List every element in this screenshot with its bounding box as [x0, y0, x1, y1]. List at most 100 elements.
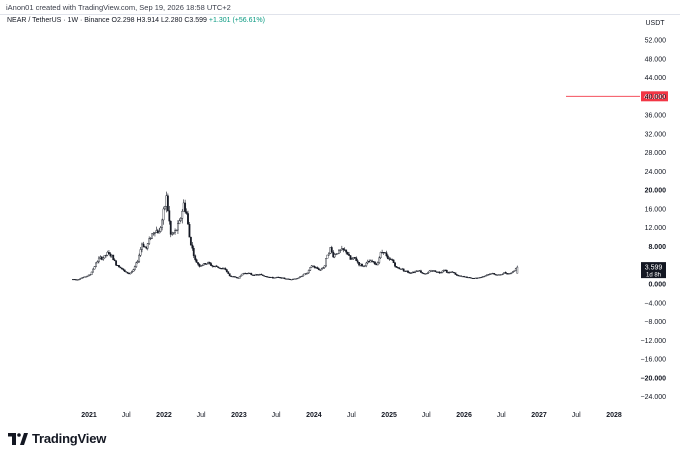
candle-body — [217, 266, 220, 268]
candle-body — [79, 278, 82, 280]
candle-body — [418, 270, 421, 272]
candle-body — [155, 230, 158, 233]
candle-body — [514, 268, 517, 271]
candle-body — [113, 259, 116, 261]
candle-body — [455, 274, 458, 276]
legend-open: O2.298 — [111, 17, 135, 24]
candle-body — [120, 267, 123, 270]
candle-body — [507, 273, 510, 275]
candle-body — [289, 278, 291, 280]
candle-body — [345, 249, 348, 253]
candle-body — [412, 272, 415, 274]
candle-body — [506, 273, 509, 275]
candle-body — [129, 272, 132, 275]
candle-body — [389, 258, 392, 260]
candle-body — [384, 252, 386, 254]
candle-body — [115, 260, 118, 266]
candle-body — [200, 265, 202, 267]
candle-body — [474, 277, 477, 279]
candle-body — [303, 273, 306, 276]
candle-body — [484, 275, 487, 277]
candle-body — [399, 268, 402, 270]
candle-body — [365, 262, 368, 266]
candle-body — [355, 257, 358, 261]
price-axis-label: 12.000 — [645, 225, 667, 232]
top-border — [0, 14, 680, 15]
candle-body — [103, 255, 106, 259]
candle-body — [407, 270, 409, 273]
candle-body — [434, 270, 437, 272]
candle-body — [432, 270, 435, 272]
candle-body — [481, 276, 484, 278]
candle-body — [448, 272, 451, 274]
candle-body — [181, 210, 184, 219]
candle-body — [165, 195, 168, 207]
candle-body — [82, 277, 84, 279]
candle-body — [392, 259, 395, 264]
candle-body — [450, 271, 453, 273]
candle-body — [473, 277, 476, 279]
candle-body — [316, 267, 319, 269]
candle-body — [241, 273, 244, 276]
candle-body — [497, 274, 500, 276]
candle-body — [353, 257, 356, 259]
candle-body — [80, 277, 83, 279]
candle-body — [108, 252, 110, 255]
candle-body — [212, 266, 215, 268]
candle-body — [90, 271, 93, 275]
candle-body — [106, 252, 109, 256]
candle-body — [408, 272, 411, 274]
candle-body — [494, 274, 497, 276]
candle-body — [250, 273, 253, 276]
candle-body — [496, 274, 499, 276]
candle-body — [381, 252, 384, 254]
candle-body — [225, 269, 228, 272]
horizontal-line-label: 40.000 — [644, 94, 666, 101]
candle-body — [463, 276, 465, 278]
candle-body — [198, 264, 201, 267]
candle-body — [76, 279, 79, 281]
price-axis-label: −20.000 — [641, 375, 667, 382]
candle-body — [489, 273, 491, 275]
candle-body — [74, 279, 77, 281]
candle-body — [351, 258, 353, 260]
candle-body — [305, 273, 307, 275]
candle-body — [270, 276, 273, 278]
candle-body — [466, 276, 468, 278]
price-axis-label: 52.000 — [645, 38, 667, 45]
candle-body — [257, 274, 260, 276]
candle-body — [420, 270, 422, 273]
last-price-label: 3.599 — [645, 265, 663, 272]
candle-body — [205, 263, 208, 265]
time-axis-label: 2022 — [156, 412, 172, 419]
candle-body — [154, 232, 156, 234]
candle-body — [306, 272, 309, 274]
candle-body — [158, 231, 161, 234]
price-axis-label: 44.000 — [645, 75, 667, 82]
candle-body — [378, 257, 381, 263]
candle-body — [435, 271, 438, 273]
candle-body — [145, 246, 148, 249]
candle-body — [317, 268, 320, 271]
legend-symbol: NEAR / TetherUS · 1W · Binance — [7, 17, 110, 24]
candle-body — [336, 253, 339, 255]
candle-body — [102, 257, 105, 260]
candle-body — [425, 273, 428, 275]
candle-body — [325, 257, 327, 267]
candle-body — [132, 269, 135, 272]
candle-body — [437, 271, 440, 273]
candle-body — [131, 271, 133, 273]
candle-body — [168, 210, 171, 222]
candle-body — [510, 272, 513, 274]
candle-body — [197, 262, 199, 265]
candle-body — [372, 261, 375, 263]
legend-change: +1.301 (+56.61%) — [208, 17, 265, 24]
candle-body — [148, 238, 151, 244]
candle-body — [89, 274, 92, 276]
candle-body — [320, 268, 323, 271]
candle-body — [445, 270, 448, 273]
candle-body — [149, 238, 152, 240]
candle-body — [96, 261, 99, 264]
candle-body — [382, 252, 385, 254]
